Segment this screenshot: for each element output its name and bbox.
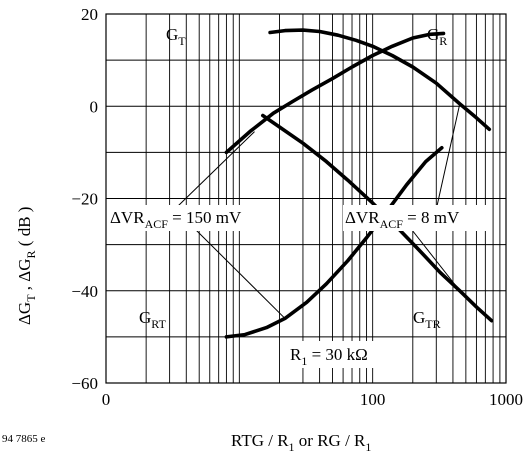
- annotation-dvr-150mv: ΔVRACF = 150 mV: [110, 208, 242, 231]
- curve-gr: [224, 31, 446, 155]
- annotation-leader: [177, 131, 255, 207]
- annotation-leader: [436, 103, 461, 207]
- annotation-leader: [195, 229, 286, 319]
- annotation-box-r1: [286, 341, 384, 368]
- x-axis-label: RTG / R1 or RG / R1: [231, 431, 371, 454]
- annotation-r1: R1 = 30 kΩ: [290, 345, 368, 368]
- figure-id: 94 7865 e: [2, 433, 46, 445]
- y-tick-label: −60: [71, 374, 98, 393]
- y-tick-label: −20: [71, 190, 98, 209]
- annotation-box-150mv: [108, 205, 269, 231]
- x-tick-label: 100: [360, 390, 386, 409]
- series-label-gt: GT: [166, 25, 186, 48]
- y-axis-label: ΔGT , ΔGR ( dB ): [15, 207, 38, 325]
- series-label-gtr: GTR: [413, 308, 441, 331]
- y-tick-label: 0: [90, 97, 99, 116]
- annotation-dvr-8mv: ΔVRACF = 8 mV: [345, 208, 460, 231]
- tick-labels: 0 100 1000 20 0 −20 −40 −60: [71, 5, 523, 409]
- series-label-gr: GR: [427, 25, 447, 48]
- plot-grid: [105, 13, 507, 384]
- annotation-box-8mv: [343, 205, 488, 231]
- y-tick-label: 20: [81, 5, 98, 24]
- annotation-leader: [411, 229, 461, 292]
- plot-frame: [105, 13, 507, 384]
- annotation-leaders: [177, 103, 461, 319]
- x-tick-label: 0: [102, 390, 111, 409]
- curve-gt: [268, 28, 492, 132]
- curve-grt: [224, 146, 444, 339]
- series-label-grt: GRT: [139, 308, 167, 331]
- x-tick-label: 1000: [489, 390, 523, 409]
- y-tick-label: −40: [71, 282, 98, 301]
